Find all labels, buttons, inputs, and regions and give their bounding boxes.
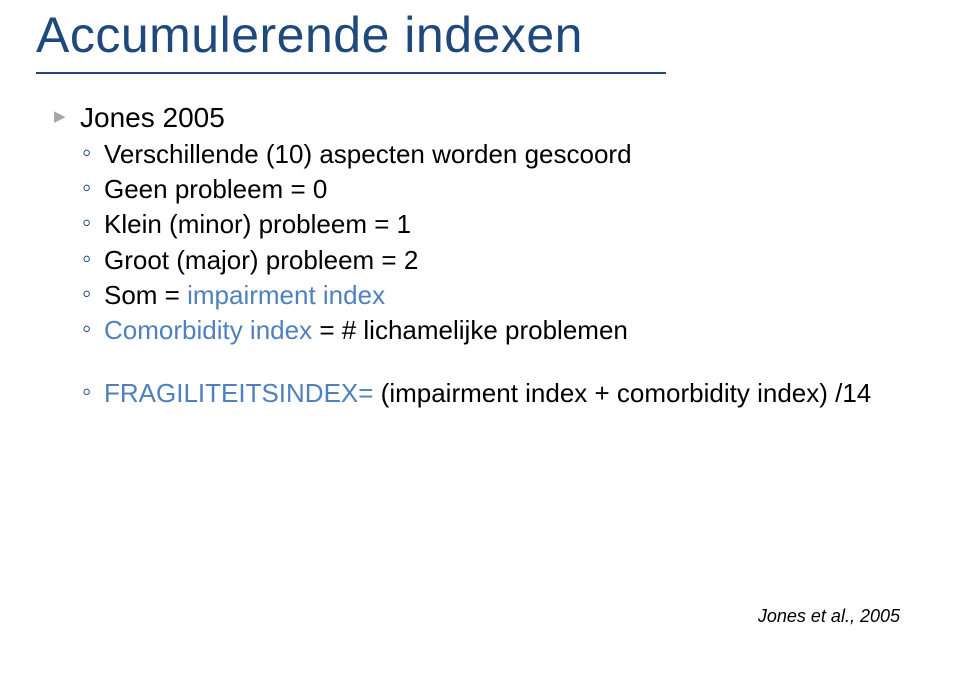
bullet-lvl2: Klein (minor) probleem = 1 <box>80 208 906 241</box>
citation: Jones et al., 2005 <box>758 606 900 627</box>
lvl2-text-rest: (impairment index + comorbidity index) /… <box>381 378 872 408</box>
lvl2-text-highlight: FRAGILITEITSINDEX= <box>104 378 381 408</box>
bullet-lvl2: Geen probleem = 0 <box>80 173 906 206</box>
bullet-lvl2: FRAGILITEITSINDEX= (impairment index + c… <box>80 377 906 410</box>
bullet-lvl2: Som = impairment index <box>80 279 906 312</box>
bullet-lvl2: Comorbidity index = # lichamelijke probl… <box>80 314 906 347</box>
lvl2-text: Groot (major) probleem = 2 <box>104 245 418 275</box>
slide: Accumulerende indexen Jones 2005 Verschi… <box>0 0 960 673</box>
lvl2-text-rest: = # lichamelijke problemen <box>319 315 628 345</box>
lvl2-text-pre: Som = <box>104 280 187 310</box>
lvl2-text-highlight: impairment index <box>187 280 385 310</box>
bullet-lvl2: Groot (major) probleem = 2 <box>80 244 906 277</box>
lvl2-text: Klein (minor) probleem = 1 <box>104 209 411 239</box>
lvl1-text: Jones 2005 <box>80 102 225 133</box>
spacer <box>54 349 906 377</box>
bullet-lvl1: Jones 2005 <box>54 100 906 136</box>
lvl2-text-highlight: Comorbidity index <box>104 315 319 345</box>
slide-title: Accumulerende indexen <box>36 6 583 64</box>
lvl2-text: Verschillende (10) aspecten worden gesco… <box>104 139 632 169</box>
lvl2-text: Geen probleem = 0 <box>104 174 327 204</box>
slide-body: Jones 2005 Verschillende (10) aspecten w… <box>54 100 906 413</box>
title-underline <box>36 72 666 74</box>
bullet-lvl2: Verschillende (10) aspecten worden gesco… <box>80 138 906 171</box>
